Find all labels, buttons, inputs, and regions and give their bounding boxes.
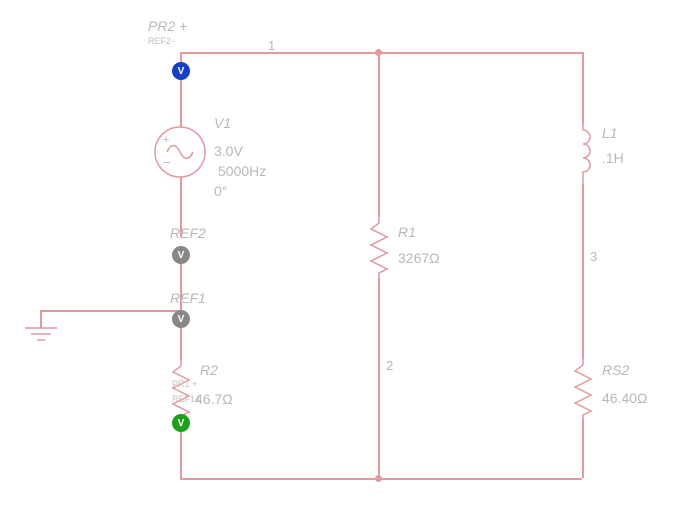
probe-pr2[interactable]: V	[172, 62, 190, 80]
probe-pr1-v: V	[178, 418, 185, 429]
wire-ground-h	[40, 310, 181, 312]
wire-mid-seg1	[378, 52, 380, 217]
label-r1-name: R1	[398, 224, 416, 240]
probe-ref1[interactable]: V	[172, 310, 190, 328]
label-rs2-val: 46.40Ω	[602, 390, 648, 406]
label-v1-phase: 0°	[214, 183, 227, 199]
label-l1-val: .1H	[602, 150, 624, 166]
ground-symbol	[25, 328, 57, 344]
wire-ground-v	[40, 310, 42, 328]
label-v1-volt: 3.0V	[214, 143, 243, 159]
probe-ref2-v: V	[178, 250, 185, 261]
inductor-l1	[574, 124, 594, 184]
wire-top-left	[180, 52, 378, 54]
resistor-r1	[370, 217, 390, 277]
label-ref2minus: REF2-	[148, 36, 174, 46]
probe-ref2[interactable]: V	[172, 246, 190, 264]
node-2: 2	[386, 358, 393, 373]
label-pr1-plus: PR1 +	[172, 379, 197, 389]
label-r1-val: 3267Ω	[398, 250, 440, 266]
label-v1-name: V1	[214, 115, 231, 131]
label-v1-freq: 5000Hz	[218, 163, 266, 179]
wire-right-seg2	[582, 184, 584, 359]
wire-bottom-right	[378, 478, 582, 480]
source-v1: + −	[155, 127, 205, 177]
wire-right-seg1	[582, 52, 584, 124]
resistor-r2	[172, 360, 192, 420]
label-pr2: PR2 +	[148, 18, 187, 34]
label-r2-val: 46.7Ω	[195, 391, 233, 407]
probe-ref1-v: V	[178, 314, 185, 325]
label-rs2-name: RS2	[602, 362, 629, 378]
node-dot-bottom	[375, 475, 382, 482]
wire-bottom-left	[180, 478, 378, 480]
resistor-rs2	[574, 359, 594, 419]
svg-text:+: +	[163, 134, 169, 146]
node-dot-top	[375, 49, 382, 56]
probe-pr1[interactable]: V	[172, 414, 190, 432]
wire-right-seg3	[582, 419, 584, 478]
svg-text:−: −	[163, 155, 171, 170]
wire-top-right	[378, 52, 582, 54]
wire-mid-seg2	[378, 277, 380, 478]
label-r2-name: R2	[200, 362, 218, 378]
probe-pr2-v: V	[178, 66, 185, 77]
label-ref1: REF1	[170, 290, 206, 306]
label-ref2: REF2	[170, 225, 206, 241]
node-3: 3	[590, 249, 597, 264]
label-l1-name: L1	[602, 125, 618, 141]
node-1: 1	[268, 38, 275, 53]
